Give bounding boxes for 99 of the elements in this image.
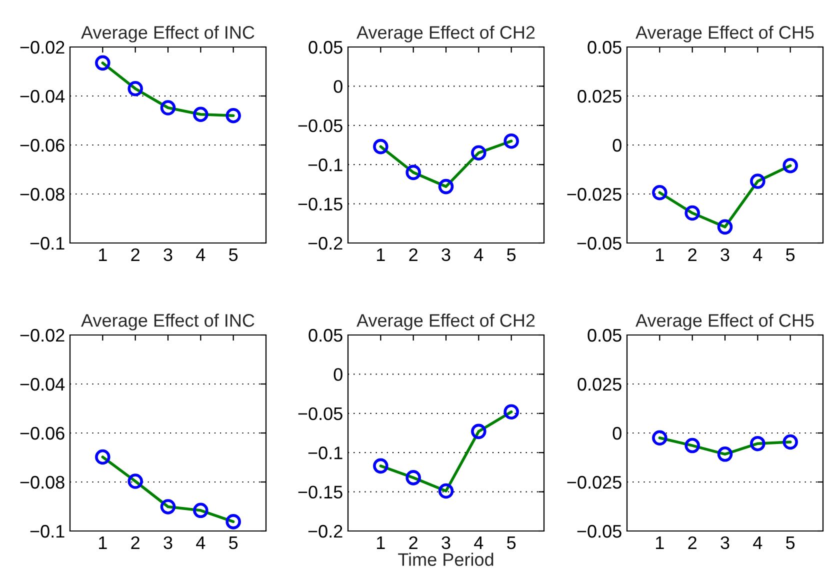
y-tick-label: −0.05 xyxy=(577,236,622,250)
x-tick-label: 2 xyxy=(409,248,418,261)
y-tick-label: −0.15 xyxy=(298,198,342,211)
y-tick-label: −0.1 xyxy=(308,446,342,460)
y-tick-label: 0 xyxy=(612,138,622,152)
y-tick-label: −0.02 xyxy=(20,40,64,54)
point xyxy=(504,133,519,149)
x-axis-title: Time Period xyxy=(398,552,494,566)
point xyxy=(652,430,668,446)
point xyxy=(95,55,110,71)
x-tick-label: 4 xyxy=(753,248,762,261)
x-tick-label: 2 xyxy=(131,536,140,549)
y-tick-label: −0.1 xyxy=(30,236,64,250)
x-tick-label: 2 xyxy=(131,248,140,261)
point xyxy=(782,158,798,174)
point xyxy=(128,474,143,489)
y-tick-label: 0.025 xyxy=(578,90,622,103)
point xyxy=(717,446,733,462)
point xyxy=(373,138,388,154)
x-tick-label: 4 xyxy=(196,536,206,549)
y-tick-label: 0.05 xyxy=(308,328,342,342)
point xyxy=(438,178,454,194)
y-tick-label: −0.025 xyxy=(567,476,622,489)
x-tick-label: 1 xyxy=(99,248,107,261)
point xyxy=(160,499,176,514)
point xyxy=(226,108,241,124)
chart-title: Average Effect of CH5 xyxy=(636,26,814,42)
x-tick-label: 1 xyxy=(99,536,107,549)
x-tick-label: 3 xyxy=(442,248,450,262)
point xyxy=(652,184,668,200)
x-tick-label: 1 xyxy=(377,248,385,261)
chart-title: Average Effect of INC xyxy=(81,26,254,42)
y-tick-label: 0 xyxy=(334,80,342,93)
y-tick-label: 0.05 xyxy=(588,40,622,54)
y-tick-label: −0.2 xyxy=(308,236,342,250)
point xyxy=(782,434,798,450)
point xyxy=(471,145,486,160)
y-tick-label: −0.08 xyxy=(20,188,64,201)
x-tick-label: 4 xyxy=(196,248,206,261)
x-tick-label: 2 xyxy=(688,248,696,261)
x-tick-label: 3 xyxy=(164,248,172,262)
point xyxy=(471,424,486,440)
point xyxy=(193,502,208,518)
y-tick-label: −0.08 xyxy=(20,476,64,489)
x-tick-label: 4 xyxy=(753,536,762,549)
y-tick-label: −0.02 xyxy=(20,328,64,342)
y-tick-label: 0.05 xyxy=(308,40,342,54)
point xyxy=(160,100,176,116)
point xyxy=(226,514,241,530)
point xyxy=(750,174,766,189)
y-tick-label: −0.05 xyxy=(298,407,342,420)
y-tick-label: −0.1 xyxy=(308,158,342,172)
point xyxy=(373,458,388,474)
x-tick-label: 1 xyxy=(377,536,385,549)
point xyxy=(128,81,143,96)
point xyxy=(717,219,733,235)
point xyxy=(684,205,700,221)
x-tick-label: 5 xyxy=(229,536,238,550)
y-tick-label: −0.04 xyxy=(20,378,65,391)
y-tick-label: −0.05 xyxy=(298,119,342,132)
y-tick-label: −0.05 xyxy=(577,524,622,538)
x-tick-label: 5 xyxy=(786,536,795,550)
y-tick-label: 0 xyxy=(334,368,342,381)
x-tick-label: 3 xyxy=(164,536,172,550)
x-tick-label: 1 xyxy=(656,248,664,261)
y-tick-label: −0.06 xyxy=(20,138,64,152)
y-tick-label: −0.025 xyxy=(567,188,622,201)
point xyxy=(406,470,421,486)
chart-title: Average Effect of CH2 xyxy=(356,26,535,42)
chart-title: Average Effect of INC xyxy=(81,314,254,330)
y-tick-label: −0.2 xyxy=(308,524,342,538)
x-tick-label: 1 xyxy=(656,536,664,549)
x-tick-label: 2 xyxy=(409,536,418,549)
point xyxy=(504,404,519,420)
x-tick-label: 3 xyxy=(720,248,730,262)
x-tick-label: 5 xyxy=(229,248,238,262)
x-tick-label: 5 xyxy=(507,536,516,550)
x-tick-label: 3 xyxy=(720,536,730,550)
point xyxy=(406,164,421,180)
x-tick-label: 3 xyxy=(442,536,450,550)
point xyxy=(95,449,110,465)
point xyxy=(750,436,766,452)
x-tick-label: 2 xyxy=(688,536,696,549)
y-tick-label: 0.025 xyxy=(578,378,622,391)
y-tick-label: −0.1 xyxy=(30,524,64,538)
point xyxy=(684,438,700,454)
y-tick-label: −0.15 xyxy=(298,486,342,499)
x-tick-label: 5 xyxy=(786,248,795,262)
y-tick-label: −0.06 xyxy=(20,426,64,440)
y-tick-label: 0 xyxy=(612,426,622,440)
chart-title: Average Effect of CH2 xyxy=(356,314,535,330)
y-tick-label: 0.05 xyxy=(588,328,622,342)
point xyxy=(438,483,454,499)
x-tick-label: 4 xyxy=(474,248,484,261)
x-tick-label: 5 xyxy=(507,248,516,262)
x-tick-label: 4 xyxy=(474,536,484,549)
chart-title: Average Effect of CH5 xyxy=(636,314,814,330)
point xyxy=(193,106,208,122)
y-tick-label: −0.04 xyxy=(20,90,65,103)
